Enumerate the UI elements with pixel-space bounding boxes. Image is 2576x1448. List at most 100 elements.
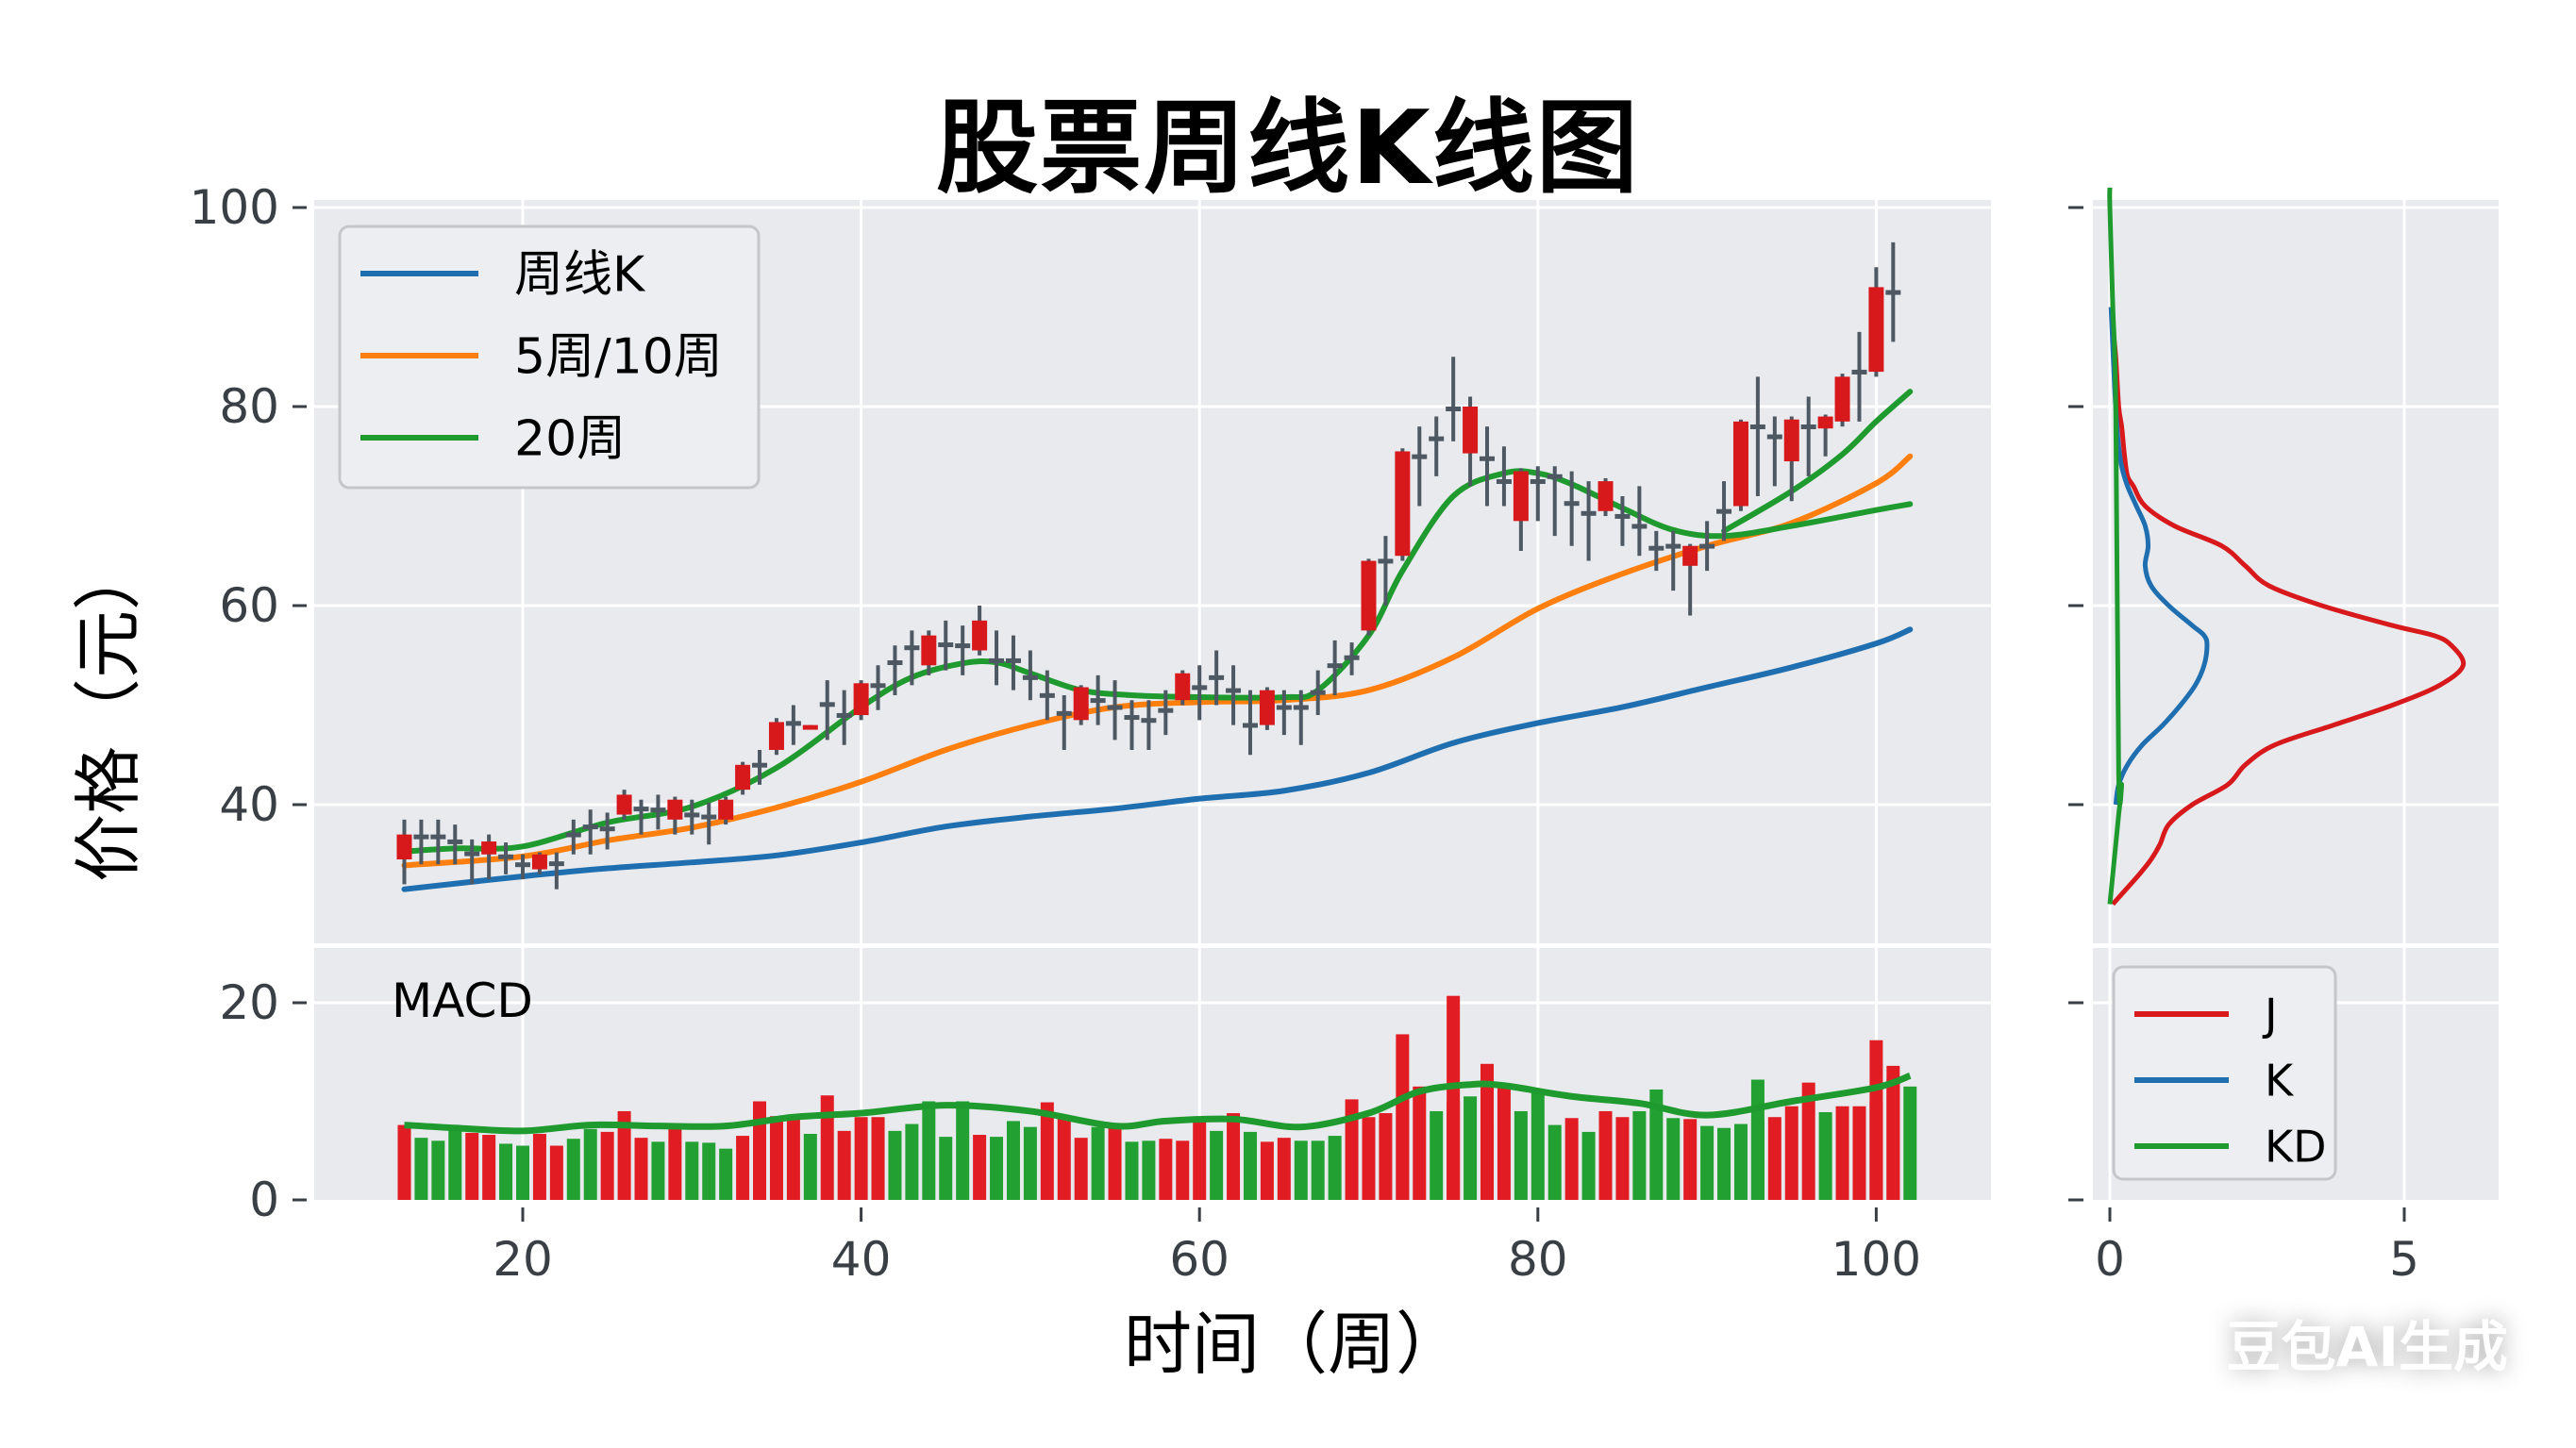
kdj-plot <box>2107 187 2467 907</box>
candlestick <box>633 799 649 835</box>
macd-bar <box>871 1117 885 1200</box>
macd-bar <box>1852 1106 1866 1200</box>
candlestick <box>1293 690 1309 745</box>
macd-bar <box>939 1137 953 1200</box>
candlestick <box>768 718 784 756</box>
candlestick <box>752 749 768 785</box>
macd-bar <box>532 1133 546 1200</box>
macd-bar <box>1683 1119 1698 1200</box>
price-legend: 周线K 5周/10周 20周 <box>338 225 761 490</box>
macd-bar <box>549 1145 563 1200</box>
candlestick <box>1513 468 1529 551</box>
macd-bar <box>973 1135 987 1200</box>
candlestick <box>1192 665 1208 721</box>
candlestick <box>1682 543 1698 616</box>
candlestick <box>1446 357 1462 441</box>
candlestick <box>1783 416 1799 502</box>
candlestick <box>921 630 937 675</box>
candlestick <box>548 852 564 890</box>
candlestick <box>1800 396 1816 476</box>
candlestick <box>1310 670 1326 716</box>
macd-bar <box>702 1142 716 1200</box>
macd-bar <box>1497 1086 1511 1200</box>
x-tick-label: 60 <box>1169 1232 1229 1287</box>
macd-bar <box>1700 1125 1715 1200</box>
candlestick <box>1022 650 1038 701</box>
macd-bar <box>803 1133 817 1200</box>
candlestick <box>1175 670 1191 706</box>
candlestick <box>1327 640 1343 695</box>
candlestick <box>785 705 801 745</box>
macd-bar <box>1531 1091 1545 1200</box>
candlestick <box>1699 521 1715 572</box>
macd-bar <box>465 1132 479 1200</box>
macd-bar <box>1159 1139 1173 1200</box>
candlestick <box>955 625 971 675</box>
macd-bar <box>1040 1102 1054 1200</box>
macd-bar-peak <box>1447 995 1461 1200</box>
legend-label: K <box>2265 1056 2295 1107</box>
macd-bar <box>1615 1117 1630 1200</box>
kdj-j-line <box>2110 326 2467 907</box>
candlestick <box>650 794 666 830</box>
candlestick <box>1276 690 1292 736</box>
macd-bar <box>617 1110 631 1200</box>
macd-bar <box>499 1143 513 1200</box>
macd-bar <box>1649 1089 1664 1200</box>
candlestick <box>464 839 480 885</box>
x-axis-label: 时间（周） <box>1124 1305 1464 1384</box>
y-tick-label: 100 <box>190 180 279 235</box>
weekly-k-line <box>401 626 1914 892</box>
macd-bar <box>1666 1118 1681 1200</box>
candlestick <box>1073 685 1089 725</box>
macd-bar <box>1514 1110 1528 1200</box>
candlestick <box>1766 416 1782 487</box>
candlestick <box>1242 690 1258 756</box>
candlestick <box>1597 477 1614 517</box>
candlestick <box>413 819 429 865</box>
macd-bar <box>1227 1113 1241 1200</box>
candlestick <box>887 645 903 695</box>
candlestick <box>1158 690 1174 736</box>
macd-bar <box>1294 1140 1308 1200</box>
macd-bar <box>1564 1118 1579 1200</box>
y-tick-label: 60 <box>219 578 279 633</box>
macd-bar <box>600 1131 614 1200</box>
macd-bar <box>1784 1106 1798 1200</box>
kdj-legend: JK KD <box>2112 965 2337 1181</box>
macd-bar <box>990 1137 1004 1200</box>
kdj-x-tick-label: 0 <box>2095 1232 2125 1287</box>
macd-bar <box>1345 1099 1359 1200</box>
macd-bar <box>1328 1136 1342 1200</box>
macd-bar <box>1379 1113 1393 1200</box>
macd-bar <box>719 1148 733 1200</box>
chart-title: 股票周线K线图 <box>936 90 1640 208</box>
axes-labels: 40 60 80 100 20 0 20 40 60 80 100 0 5 时间（周） 价格（元） <box>69 180 2419 1384</box>
legend-label: 20周 <box>514 411 626 468</box>
macd-bar <box>414 1138 428 1200</box>
candlestick <box>701 802 717 845</box>
macd-y-tick-label: 20 <box>219 975 279 1030</box>
macd-bar <box>1547 1124 1562 1200</box>
kdj-kd-line <box>2107 187 2124 905</box>
macd-bar <box>1717 1127 1731 1200</box>
legend-label: 5周/10周 <box>514 329 723 386</box>
macd-bar <box>1733 1123 1748 1200</box>
candlestick <box>1614 495 1631 546</box>
candlestick <box>1868 267 1884 377</box>
macd-bar-peak <box>1869 1040 1883 1200</box>
macd-bar <box>854 1117 868 1200</box>
macd-bar <box>1277 1138 1291 1200</box>
macd-bar <box>753 1101 767 1200</box>
candlestick <box>819 680 835 741</box>
candlestick <box>1124 700 1140 750</box>
macd-bar <box>1818 1111 1832 1200</box>
macd-bar <box>1464 1096 1478 1200</box>
macd-bar <box>516 1145 529 1200</box>
macd-label: MACD <box>392 974 533 1028</box>
macd-bar <box>956 1101 970 1200</box>
candlestick <box>1056 694 1072 750</box>
candlestick <box>1005 635 1021 691</box>
candlestick <box>1209 650 1225 706</box>
ma-20-branch-line <box>1721 389 1914 534</box>
